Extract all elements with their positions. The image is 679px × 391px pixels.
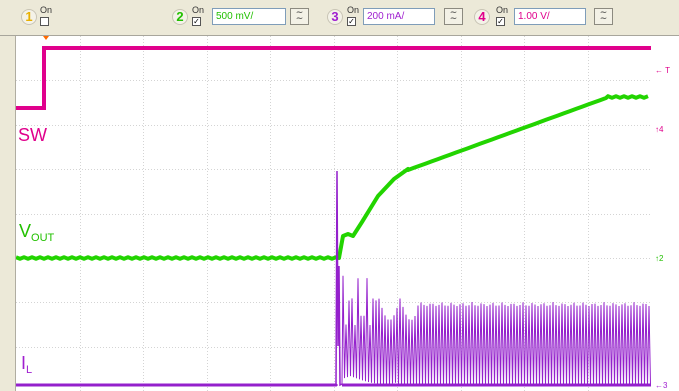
right-marker-panel: ← T ↑4 ↑2 ←3 — [651, 36, 679, 391]
channel-4-scale-field[interactable]: 1.00 V/ — [514, 8, 586, 25]
trigger-position-marker — [43, 36, 49, 40]
ac-dc-coupling-icon: ∼ ∼ — [599, 8, 608, 24]
channel-3-on-label: On — [347, 5, 360, 15]
channel-4-on-label: On — [496, 5, 509, 15]
channel-2-scale-field[interactable]: 500 mV/ — [212, 8, 286, 25]
il-trace-baseline — [16, 382, 339, 387]
channel-1-controls: 1 On — [0, 0, 90, 36]
il-trace-label: IL — [21, 353, 33, 376]
channel-4-on-checkbox[interactable]: ✓ — [496, 17, 505, 26]
vout-trace-label: VOUT — [19, 221, 55, 244]
channel-4-number[interactable]: 4 — [474, 9, 490, 25]
vout-trace — [16, 94, 649, 261]
channel-1-number[interactable]: 1 — [21, 9, 37, 25]
channel-4-controls: 4 On ✓ 1.00 V/ ∼ ∼ — [474, 0, 624, 36]
channel-3-coupling-button[interactable]: ∼ ∼ — [444, 8, 463, 25]
il-trace-switching — [341, 275, 651, 386]
channel-2-on-checkbox[interactable]: ✓ — [192, 17, 201, 26]
il-trace-startup-spike — [335, 170, 343, 387]
channel-1-on-checkbox[interactable] — [40, 17, 49, 26]
channel-toolbar: 1 On 2 On ✓ 500 mV/ ∼ ∼ 3 On ✓ 200 mA/ ∼ ∼… — [0, 0, 679, 36]
ch4-offset-marker[interactable]: ↑4 — [655, 125, 664, 134]
ac-dc-coupling-icon: ∼ ∼ — [449, 8, 458, 24]
ch2-offset-marker[interactable]: ↑2 — [655, 254, 664, 263]
waveform-canvas — [16, 36, 651, 391]
channel-3-number[interactable]: 3 — [327, 9, 343, 25]
channel-2-controls: 2 On ✓ 500 mV/ ∼ ∼ — [172, 0, 322, 36]
channel-3-scale-field[interactable]: 200 mA/ — [363, 8, 435, 25]
ac-dc-coupling-icon: ∼ ∼ — [295, 8, 304, 24]
channel-4-coupling-button[interactable]: ∼ ∼ — [594, 8, 613, 25]
ch3-offset-marker[interactable]: ←3 — [655, 381, 668, 390]
channel-2-number[interactable]: 2 — [172, 9, 188, 25]
left-margin-panel — [0, 36, 16, 391]
channel-3-controls: 3 On ✓ 200 mA/ ∼ ∼ — [327, 0, 477, 36]
channel-1-on-label: On — [40, 5, 53, 15]
trigger-level-marker[interactable]: ← T — [655, 66, 670, 75]
channel-2-on-label: On — [192, 5, 205, 15]
channel-3-on-checkbox[interactable]: ✓ — [347, 17, 356, 26]
sw-trace-label: SW — [18, 125, 47, 145]
sw-trace — [16, 46, 651, 110]
waveform-display[interactable]: SW VOUT IL — [16, 36, 651, 391]
channel-2-coupling-button[interactable]: ∼ ∼ — [290, 8, 309, 25]
